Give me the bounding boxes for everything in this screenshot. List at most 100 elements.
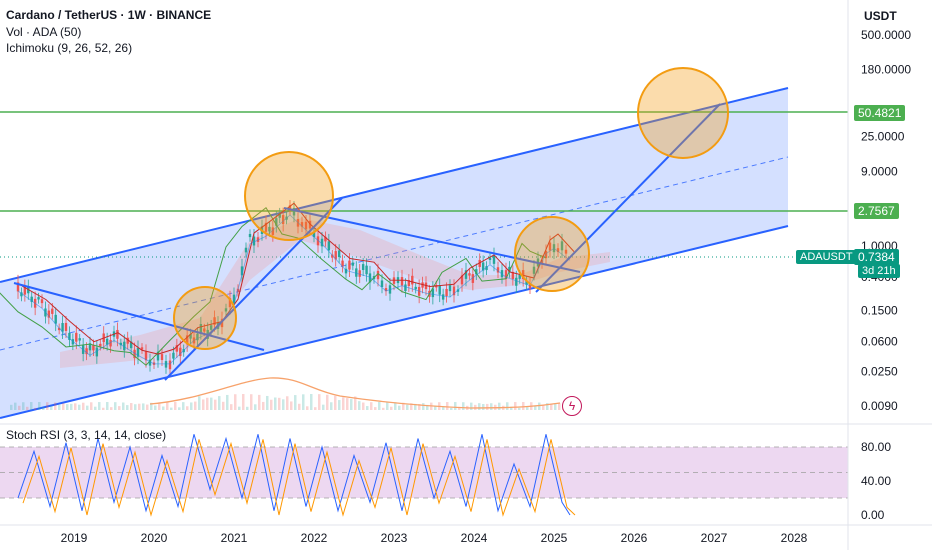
volume-bar: [18, 405, 21, 410]
candle-body: [300, 222, 304, 227]
time-axis-label: 2020: [141, 531, 168, 545]
rsi-axis-label: 40.00: [861, 474, 891, 488]
volume-bar: [298, 403, 301, 410]
candle-body: [68, 332, 71, 340]
candle-body: [64, 322, 68, 331]
volume-bar: [454, 402, 457, 410]
candle-body: [468, 273, 471, 276]
volume-bar: [310, 394, 313, 410]
candle-body: [252, 236, 256, 246]
candle-body: [51, 308, 54, 314]
candle-body: [203, 328, 206, 332]
candle-body: [368, 273, 372, 283]
candle-body: [228, 298, 232, 308]
candle-body: [525, 280, 528, 285]
ichimoku-lagging-span: [0, 206, 547, 366]
time-axis-label: 2026: [621, 531, 648, 545]
time-axis-label: 2022: [301, 531, 328, 545]
volume-bar: [558, 403, 561, 410]
candle-body: [92, 345, 95, 351]
candle-body: [160, 354, 164, 361]
volume-bar: [378, 402, 381, 410]
stoch-d-line: [22, 439, 576, 517]
volume-bar: [162, 406, 165, 410]
candle-body: [99, 343, 102, 347]
candle-body: [337, 250, 341, 258]
volume-legend[interactable]: Vol · ADA (50): [6, 25, 82, 39]
volume-bar: [166, 402, 169, 410]
channel-upper-line: [0, 87, 789, 283]
ichimoku-conversion-line: [17, 214, 571, 365]
time-axis-label: 2027: [701, 531, 728, 545]
volume-bar: [202, 399, 205, 410]
candle-body: [560, 241, 564, 251]
candle-body: [144, 351, 148, 361]
price-axis-label: 9.0000: [861, 164, 898, 178]
candle-body: [37, 297, 40, 300]
volume-bar: [334, 395, 337, 410]
candle-body: [156, 351, 160, 361]
level-high-price-tag: 50.4821: [854, 105, 906, 121]
candle-body: [123, 341, 126, 351]
highlight-circle-1: [173, 286, 237, 350]
volume-bar: [14, 402, 17, 410]
candle-body: [407, 280, 411, 287]
candle-body: [414, 286, 417, 290]
volume-bar: [538, 402, 541, 410]
candle-body: [320, 238, 324, 247]
candle-body: [344, 268, 348, 274]
volume-bar: [142, 403, 145, 410]
candle-body: [75, 332, 78, 342]
candle-body: [485, 266, 488, 271]
volume-bar: [478, 403, 481, 410]
candle-body: [496, 267, 500, 273]
candle-body: [521, 270, 525, 280]
volume-bar: [22, 402, 25, 410]
volume-bar: [74, 403, 77, 410]
volume-bar: [174, 402, 177, 410]
volume-bar: [118, 406, 121, 410]
ichimoku-legend[interactable]: Ichimoku (9, 26, 52, 26): [6, 41, 133, 55]
time-axis-label: 2024: [461, 531, 488, 545]
candle-body: [189, 334, 192, 339]
volume-bar: [366, 406, 369, 410]
candle-body: [281, 215, 285, 225]
level-mid-price-tag: 2.7567: [854, 203, 899, 219]
volume-bar: [382, 407, 385, 410]
candle-body: [224, 308, 228, 312]
volume-bar: [130, 403, 133, 410]
volume-bar: [414, 403, 417, 410]
volume-bar: [262, 401, 265, 410]
volume-bar: [150, 402, 153, 410]
candle-body: [30, 296, 33, 302]
candle-body: [85, 348, 88, 355]
volume-bar: [110, 407, 113, 410]
volume-bar: [42, 406, 45, 410]
candle-body: [492, 255, 496, 264]
volume-bar: [294, 395, 297, 410]
volume-bar: [374, 407, 377, 410]
price-axis-label: 180.0000: [861, 63, 911, 77]
lightning-icon[interactable]: ϟ: [562, 396, 582, 416]
stoch-rsi-legend[interactable]: Stoch RSI (3, 3, 14, 14, close): [6, 428, 167, 442]
countdown-tag: 3d 21h: [858, 264, 900, 278]
volume-bar: [158, 402, 161, 410]
volume-bar: [346, 398, 349, 410]
candle-body: [478, 259, 481, 268]
volume-bar: [450, 407, 453, 410]
candle-body: [292, 207, 296, 216]
candle-body: [54, 314, 57, 324]
time-axis-label: 2025: [541, 531, 568, 545]
volume-bar: [254, 404, 257, 410]
volume-bar: [266, 395, 269, 410]
candle-body: [460, 275, 464, 285]
volume-bar: [402, 402, 405, 410]
trendline-uptrend-1: [164, 197, 343, 381]
candle-body: [452, 286, 456, 296]
volume-bar: [106, 402, 109, 410]
candle-body: [199, 324, 203, 333]
candle-body: [133, 349, 136, 359]
candle-body: [445, 288, 448, 297]
currency-label[interactable]: USDT: [864, 9, 897, 23]
